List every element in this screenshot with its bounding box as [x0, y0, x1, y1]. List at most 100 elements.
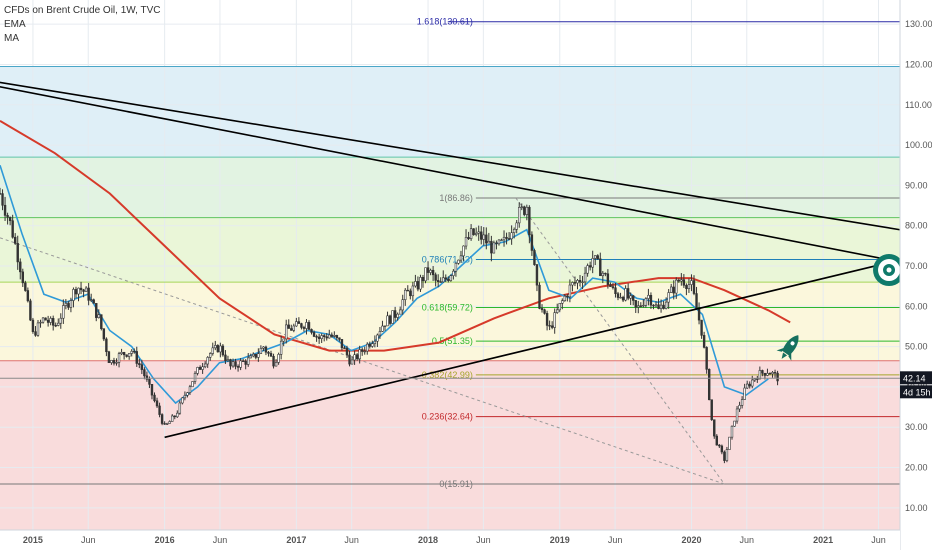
candle-body: [715, 435, 718, 446]
candle-body: [350, 359, 354, 365]
candle-body: [287, 324, 290, 329]
y-tick-label: 110.00: [905, 100, 932, 110]
candle-body: [487, 240, 491, 244]
candle-body: [69, 300, 73, 308]
candle-body: [333, 335, 336, 337]
candle-body: [282, 338, 285, 342]
candle-body: [543, 309, 546, 314]
candle-body: [495, 242, 498, 245]
candle-body: [6, 215, 9, 218]
candle-body: [201, 366, 204, 370]
candle-body: [31, 319, 35, 332]
rocket-flame: [781, 352, 788, 359]
candle-body: [310, 329, 313, 333]
candle-body: [267, 351, 270, 354]
candle-body: [626, 288, 630, 299]
candle-body: [188, 386, 192, 393]
candle-body: [723, 451, 726, 461]
candle-body: [19, 261, 22, 273]
candle-body: [87, 287, 90, 301]
y-tick-label: 30.00: [905, 422, 928, 432]
candle-body: [556, 309, 559, 313]
x-tick-label: 2017: [286, 535, 306, 545]
candle-body: [74, 289, 78, 295]
candle-body: [62, 305, 65, 319]
target-center: [886, 267, 892, 273]
candle-body: [497, 239, 501, 245]
candle-body: [338, 337, 341, 340]
candle-body: [155, 400, 159, 407]
candle-body: [713, 419, 716, 437]
candle-body: [209, 353, 212, 358]
candle-body: [0, 193, 2, 195]
fib-zone: [0, 282, 900, 361]
candle-body: [46, 319, 50, 323]
candle-body: [680, 279, 683, 282]
candle-body: [54, 324, 57, 327]
candle-body: [480, 231, 483, 240]
candle-body: [247, 357, 250, 365]
candle-body: [609, 284, 612, 287]
candle-body: [3, 204, 7, 216]
candle-body: [490, 240, 493, 254]
candle-body: [718, 444, 721, 447]
candle-body: [436, 280, 440, 282]
candle-body: [79, 287, 83, 291]
candle-body: [457, 259, 460, 264]
candle-body: [1, 193, 4, 206]
candle-body: [624, 288, 627, 301]
candle-body: [355, 354, 359, 360]
candle-body: [411, 285, 415, 297]
candle-body: [751, 379, 754, 387]
candle-body: [581, 281, 584, 283]
candle-body: [424, 267, 427, 282]
candle-body: [599, 258, 602, 277]
candle-body: [226, 359, 230, 361]
candle-body: [467, 237, 470, 240]
candle-body: [36, 322, 40, 336]
candle-body: [692, 280, 696, 294]
candle-body: [358, 349, 361, 360]
indicator-ema-label[interactable]: EMA: [4, 19, 26, 30]
candle-body: [735, 408, 739, 422]
y-tick-label: 10.00: [905, 503, 928, 513]
candle-body: [525, 206, 529, 215]
candle-body: [363, 350, 366, 353]
candle-body: [619, 296, 622, 299]
candle-body: [687, 284, 691, 290]
x-tick-label: 2015: [23, 535, 43, 545]
candle-body: [629, 295, 632, 299]
candle-body: [102, 328, 106, 340]
candle-body: [414, 281, 417, 287]
fib-level-label: 0.5(51.35): [432, 336, 473, 346]
candle-body: [259, 347, 263, 354]
candle-body: [639, 305, 643, 307]
y-tick-label: 80.00: [905, 221, 928, 231]
candle-body: [652, 304, 655, 307]
candle-body: [315, 336, 318, 338]
candle-body: [419, 277, 422, 290]
candle-body: [707, 369, 711, 401]
candle-body: [138, 363, 141, 365]
candle-body: [158, 405, 161, 415]
candle-body: [705, 347, 708, 370]
candle-body: [502, 236, 506, 241]
candle-body: [140, 364, 144, 370]
candle-body: [464, 237, 468, 247]
fib-diagonal-line: [515, 197, 725, 485]
candle-body: [548, 325, 551, 327]
candle-body: [178, 402, 182, 414]
candle-body: [672, 286, 675, 294]
fib-level-label: 0.382(42.99): [422, 370, 473, 380]
y-tick-label: 90.00: [905, 180, 928, 190]
price-badge-value: 42.14: [903, 373, 926, 383]
candle-body: [383, 325, 387, 327]
candle-body: [444, 277, 447, 280]
candle-body: [292, 325, 296, 331]
candle-body: [740, 399, 744, 406]
candle-body: [447, 278, 450, 281]
rocket-fins: [776, 347, 792, 361]
candle-body: [120, 352, 123, 354]
